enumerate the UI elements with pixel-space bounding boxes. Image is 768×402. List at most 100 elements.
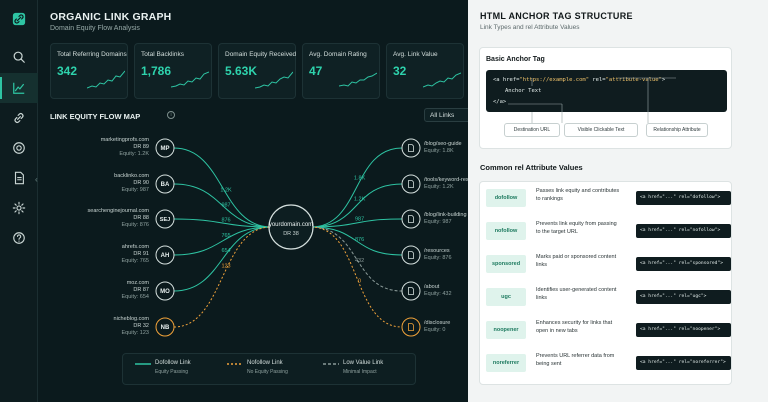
kpi-label: Total Referring Domains (57, 51, 127, 58)
page-subtitle: Domain Equity Flow Analysis (50, 25, 140, 32)
rel-row-ugc: ugc Identifies user-generated content li… (486, 286, 731, 310)
legend-lowvalue-swatch (323, 363, 339, 365)
target-node-icon[interactable] (401, 245, 421, 265)
source-dr: DR 90 (133, 180, 149, 186)
target-label: /tools/keyword-research Equity: 1.2K (424, 177, 504, 191)
source-dr: DR 32 (133, 323, 149, 329)
source-domain: nicheblog.com (113, 316, 149, 322)
target-label: /blog/seo-guide Equity: 1.8K (424, 141, 504, 155)
basic-anchor-card: Basic Anchor Tag <a href="https://exampl… (479, 47, 732, 149)
link-logo-icon[interactable] (0, 4, 38, 34)
kpi-value: 47 (309, 64, 323, 78)
info-icon[interactable]: i (167, 111, 175, 119)
source-dr: DR 91 (133, 251, 149, 257)
kpi-sparkline (423, 72, 461, 88)
search-icon[interactable] (0, 42, 38, 72)
target-path: /blog/link-building (424, 212, 467, 218)
kpi-sparkline (339, 72, 377, 87)
flow-value-label: 1.2K (220, 187, 232, 193)
panel-subtitle: Link Types and rel Attribute Values (480, 24, 580, 31)
target-link (310, 183, 403, 228)
source-domain: searchenginejournal.com (87, 208, 149, 214)
source-node-initials: AH (161, 253, 170, 259)
target-node-icon[interactable] (401, 209, 421, 229)
target-node-icon[interactable] (401, 281, 421, 301)
source-node-ba[interactable] (155, 174, 175, 194)
target-link (310, 147, 403, 228)
flow-value-label: 1.8K (354, 176, 366, 182)
target-node-icon[interactable] (401, 138, 421, 158)
target-icon[interactable] (0, 133, 38, 163)
source-node-nb[interactable] (155, 317, 175, 337)
source-domain: marketingprofs.com (100, 137, 149, 143)
rel-code: <a href="..." rel="ugc"> (636, 290, 731, 304)
collapse-chevron-icon[interactable]: ‹ (35, 175, 38, 184)
source-label: ahrefs.com DR 91 Equity: 765 (79, 244, 149, 265)
target-equity: Equity: 876 (424, 255, 452, 261)
target-equity: Equity: 0 (424, 327, 446, 333)
source-equity: Equity: 987 (121, 187, 149, 193)
flow-value-label: 987 (355, 216, 364, 222)
rel-pill: noreferrer (486, 354, 526, 372)
source-node-mo[interactable] (155, 281, 175, 301)
flow-value-label: 765 (221, 233, 230, 239)
link-filter-value: All Links (430, 112, 455, 119)
legend-dofollow: Dofollow Link Equity Passing (155, 360, 191, 375)
document-icon[interactable] (0, 163, 38, 193)
kpi-value: 5.63K (225, 64, 258, 78)
kpi-card-equity-received: Domain Equity Received 5.63K (218, 43, 296, 99)
flow-value-label: 876 (355, 237, 364, 243)
center-domain-dr: DR 38 (283, 231, 299, 237)
chart-icon[interactable] (0, 73, 38, 103)
source-node-initials: NB (161, 325, 170, 331)
source-label: moz.com DR 87 Equity: 654 (79, 280, 149, 301)
source-dr: DR 89 (133, 144, 149, 150)
target-link (310, 226, 403, 292)
target-link (310, 218, 403, 228)
rel-code: <a href="..." rel="nofollow"> (636, 224, 731, 238)
flow-link-ba (173, 183, 272, 228)
target-node-icon[interactable] (401, 174, 421, 194)
rel-code: <a href="..." rel="dofollow"> (636, 191, 731, 205)
link-icon[interactable] (0, 103, 38, 133)
target-equity: Equity: 1.8K (424, 148, 454, 154)
rel-values-title: Common rel Attribute Values (480, 163, 583, 172)
label-destination-url: Destination URL (504, 123, 560, 137)
target-label: /blog/link-building Equity: 987 (424, 212, 504, 226)
flow-link-nb (173, 226, 272, 328)
label-relationship-attr: Relationship Attribute (646, 123, 708, 137)
rel-pill: sponsored (486, 255, 526, 273)
kpi-value: 32 (393, 64, 407, 78)
legend-dofollow-swatch (135, 363, 151, 365)
flow-link-mp (173, 147, 272, 228)
legend-nofollow: Nofollow Link No Equity Passing (247, 360, 288, 375)
basic-anchor-title: Basic Anchor Tag (486, 56, 545, 63)
rel-pill: ugc (486, 288, 526, 306)
target-path: /about (424, 284, 440, 290)
panel-title: HTML ANCHOR TAG STRUCTURE (480, 11, 633, 21)
target-node-icon[interactable] (401, 317, 421, 337)
gear-icon[interactable] (0, 193, 38, 223)
flow-value-label: 123 (221, 264, 230, 270)
rel-desc: Prevents link equity from passing to the… (536, 221, 617, 235)
help-icon[interactable] (0, 223, 38, 253)
center-domain-node[interactable] (268, 204, 314, 250)
anchor-code-block: <a href="https://example.com" rel="attri… (486, 70, 727, 112)
kpi-sparkline (171, 71, 209, 88)
flow-legend: Dofollow Link Equity Passing Nofollow Li… (122, 353, 416, 385)
kpi-card-link-value: Avg. Link Value 32 (386, 43, 464, 99)
source-domain: backlinko.com (114, 173, 149, 179)
source-node-mp[interactable] (155, 138, 175, 158)
rel-code: <a href="..." rel="noreferrer"> (636, 356, 731, 370)
rel-desc: Prevents URL referrer data from being se… (536, 353, 615, 367)
target-equity: Equity: 987 (424, 219, 452, 225)
source-node-ah[interactable] (155, 245, 175, 265)
source-node-sej[interactable] (155, 209, 175, 229)
source-equity: Equity: 876 (121, 222, 149, 228)
rel-desc: Marks paid or sponsored content links (536, 254, 617, 268)
kpi-sparkline (87, 70, 125, 89)
flow-value-label: 432 (355, 258, 364, 264)
legend-lowvalue-sub: Minimal Impact (343, 369, 377, 375)
legend-lowvalue-label: Low Value Link (343, 360, 384, 366)
page-document-icon (408, 251, 414, 259)
